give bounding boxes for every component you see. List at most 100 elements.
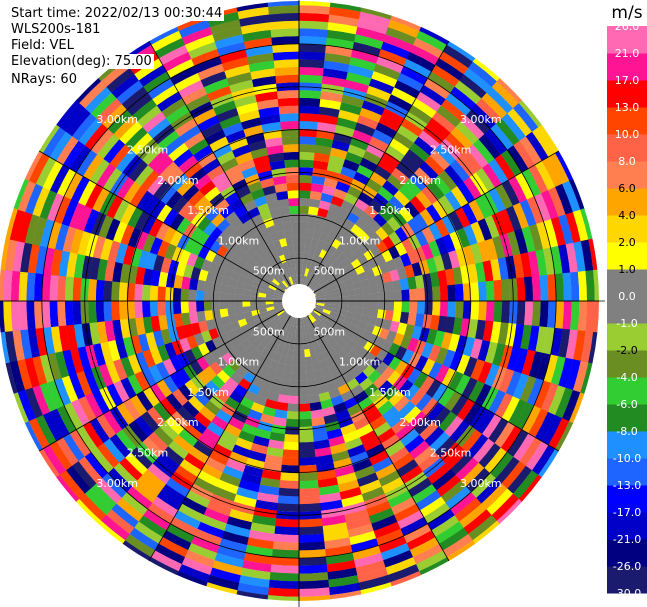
velocity-gate xyxy=(486,86,514,114)
velocity-gate xyxy=(169,230,184,247)
velocity-gate xyxy=(336,313,346,321)
velocity-gate xyxy=(468,61,498,88)
velocity-gate xyxy=(512,253,525,279)
velocity-gate xyxy=(199,201,215,217)
colorbar-tick-label: 10.0 xyxy=(615,128,640,141)
velocity-gate xyxy=(189,359,204,376)
velocity-gate xyxy=(372,375,387,390)
velocity-gate xyxy=(161,483,186,504)
velocity-gate xyxy=(251,213,264,226)
velocity-gate xyxy=(256,492,279,504)
velocity-gate xyxy=(565,242,578,274)
velocity-gate xyxy=(280,120,300,130)
velocity-gate xyxy=(401,289,410,302)
velocity-gate xyxy=(197,245,210,260)
velocity-gate xyxy=(272,239,282,250)
velocity-gate xyxy=(169,371,185,389)
velocity-gate xyxy=(341,94,365,108)
velocity-gate xyxy=(286,277,292,286)
velocity-gate xyxy=(169,213,185,231)
velocity-gate xyxy=(269,160,286,171)
velocity-gate xyxy=(332,457,353,470)
velocity-gate xyxy=(299,167,314,176)
velocity-gate xyxy=(311,271,319,281)
velocity-gate xyxy=(486,488,514,516)
velocity-gate xyxy=(470,282,480,302)
azimuth-spoke xyxy=(298,300,450,562)
velocity-gate xyxy=(384,440,405,458)
velocity-gate xyxy=(266,446,284,458)
velocity-gate xyxy=(279,271,287,281)
velocity-gate xyxy=(442,349,456,369)
velocity-gate xyxy=(461,149,483,173)
velocity-gate xyxy=(77,346,92,371)
velocity-gate xyxy=(129,394,148,416)
velocity-gate xyxy=(211,171,229,187)
velocity-gate xyxy=(61,199,79,227)
velocity-gate xyxy=(514,348,529,374)
velocity-gate xyxy=(96,258,108,281)
velocity-gate xyxy=(488,418,509,444)
velocity-gate xyxy=(362,364,376,378)
velocity-gate xyxy=(205,271,216,283)
velocity-gate xyxy=(241,166,258,179)
velocity-gate xyxy=(412,543,444,565)
velocity-gate xyxy=(234,437,253,451)
velocity-gate xyxy=(398,206,414,223)
velocity-gate xyxy=(156,490,182,511)
velocity-gate xyxy=(182,184,200,202)
velocity-gate xyxy=(69,429,91,457)
velocity-gate xyxy=(127,206,144,228)
velocity-gate xyxy=(87,278,97,301)
velocity-gate xyxy=(165,313,176,329)
velocity-gate xyxy=(281,280,289,288)
velocity-gate xyxy=(359,479,382,495)
velocity-gate xyxy=(548,418,570,450)
velocity-gate xyxy=(354,34,384,50)
velocity-gate xyxy=(333,188,348,201)
velocity-gate xyxy=(196,279,206,292)
velocity-gate xyxy=(296,275,300,284)
velocity-gate xyxy=(323,306,332,312)
velocity-gate xyxy=(360,314,370,324)
velocity-gate xyxy=(17,358,33,390)
velocity-gate xyxy=(482,320,494,343)
velocity-gate xyxy=(134,283,143,301)
velocity-gate xyxy=(185,93,211,112)
velocity-gate xyxy=(276,362,286,372)
velocity-gate xyxy=(69,228,84,254)
range-ring-label: 2.50km xyxy=(430,143,472,156)
velocity-gate xyxy=(383,385,399,401)
velocity-gate xyxy=(113,115,138,140)
velocity-gate xyxy=(428,240,442,258)
velocity-gate xyxy=(366,85,392,102)
velocity-gate xyxy=(368,78,395,95)
velocity-gate xyxy=(92,235,106,259)
velocity-gate xyxy=(214,34,245,50)
velocity-gate xyxy=(450,86,477,111)
velocity-gate xyxy=(308,315,315,324)
velocity-gate xyxy=(158,314,169,331)
velocity-gate xyxy=(212,143,233,159)
velocity-gate xyxy=(421,185,439,205)
velocity-gate xyxy=(230,320,241,331)
velocity-gate xyxy=(419,84,447,106)
velocity-gate xyxy=(270,343,280,353)
velocity-gate xyxy=(254,276,264,285)
velocity-gate xyxy=(193,173,212,191)
velocity-gate xyxy=(298,572,329,582)
velocity-gate xyxy=(309,347,317,357)
velocity-gate xyxy=(282,331,289,341)
velocity-gate xyxy=(348,530,377,546)
velocity-gate xyxy=(317,207,329,218)
velocity-gate xyxy=(276,190,289,201)
velocity-gate xyxy=(347,523,374,538)
velocity-gate xyxy=(240,117,262,130)
velocity-gate xyxy=(285,167,300,176)
velocity-gate xyxy=(162,375,179,394)
velocity-gate xyxy=(356,567,388,583)
velocity-gate xyxy=(135,230,149,251)
velocity-gate xyxy=(520,252,532,278)
velocity-gate xyxy=(512,202,530,230)
velocity-gate xyxy=(269,232,280,243)
